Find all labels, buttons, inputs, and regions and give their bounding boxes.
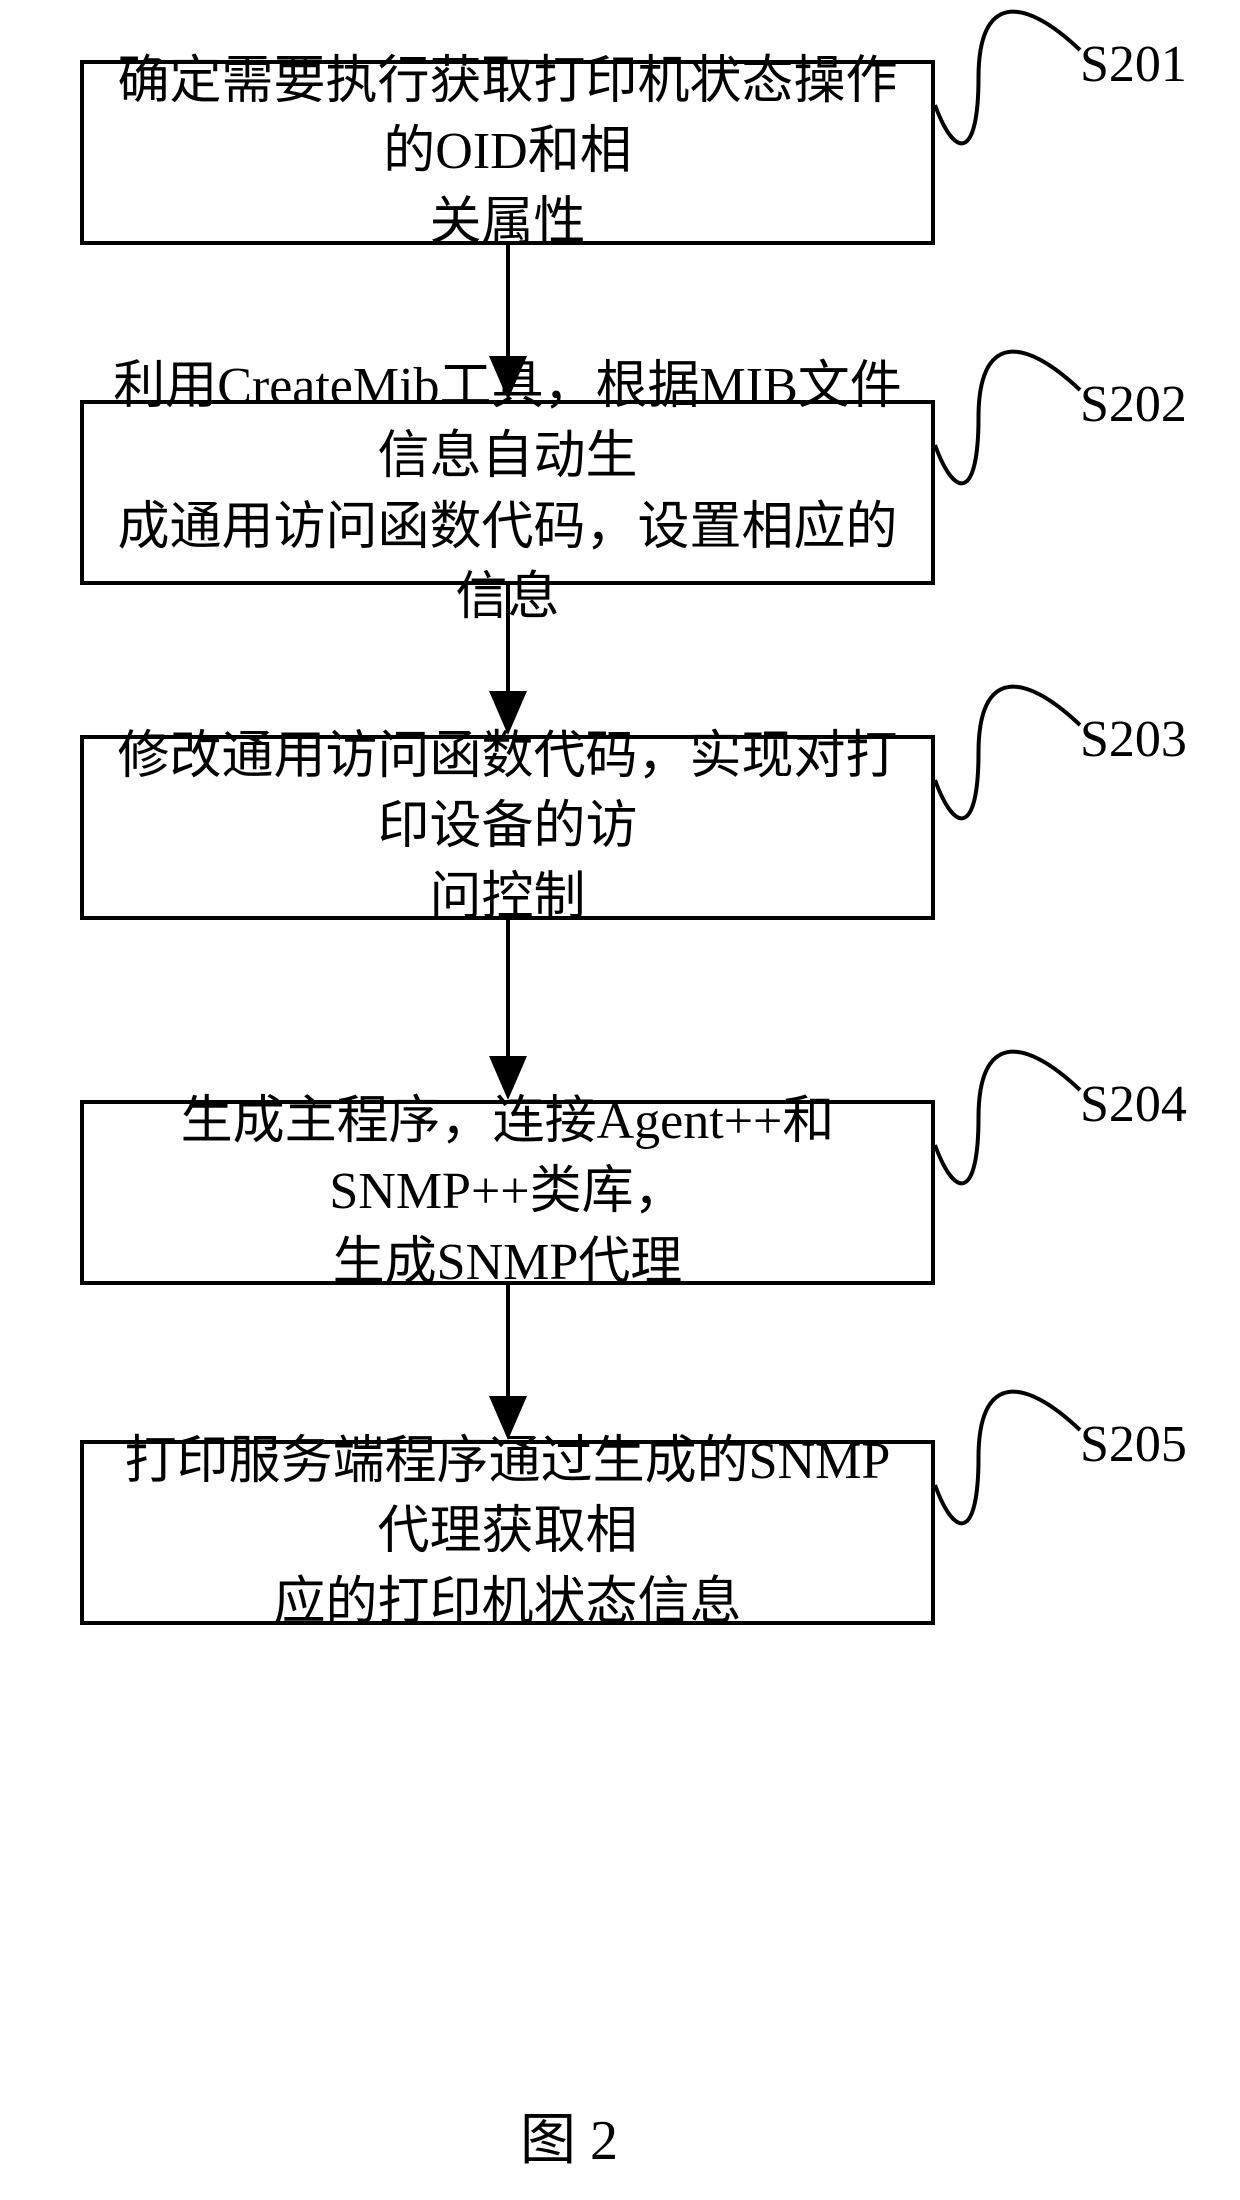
step-box-s204: 生成主程序，连接Agent++和SNMP++类库， 生成SNMP代理 <box>80 1100 935 1285</box>
flowchart-canvas: 确定需要执行获取打印机状态操作的OID和相 关属性 利用CreateMib工具，… <box>0 0 1240 2200</box>
step-label-s202: S202 <box>1080 375 1187 434</box>
step-box-s202: 利用CreateMib工具，根据MIB文件信息自动生 成通用访问函数代码，设置相… <box>80 400 935 585</box>
step-box-s205: 打印服务端程序通过生成的SNMP代理获取相 应的打印机状态信息 <box>80 1440 935 1625</box>
step-text-s205: 打印服务端程序通过生成的SNMP代理获取相 应的打印机状态信息 <box>104 1427 911 1638</box>
step-label-s204: S204 <box>1080 1075 1187 1134</box>
step-text-s203: 修改通用访问函数代码，实现对打印设备的访 问控制 <box>104 722 911 933</box>
step-text-s204: 生成主程序，连接Agent++和SNMP++类库， 生成SNMP代理 <box>104 1087 911 1298</box>
step-label-s201: S201 <box>1080 35 1187 94</box>
step-box-s201: 确定需要执行获取打印机状态操作的OID和相 关属性 <box>80 60 935 245</box>
step-box-s203: 修改通用访问函数代码，实现对打印设备的访 问控制 <box>80 735 935 920</box>
step-text-s202: 利用CreateMib工具，根据MIB文件信息自动生 成通用访问函数代码，设置相… <box>104 352 911 633</box>
step-label-s203: S203 <box>1080 710 1187 769</box>
figure-caption: 图 2 <box>520 2095 618 2176</box>
step-text-s201: 确定需要执行获取打印机状态操作的OID和相 关属性 <box>104 47 911 258</box>
step-label-s205: S205 <box>1080 1415 1187 1474</box>
